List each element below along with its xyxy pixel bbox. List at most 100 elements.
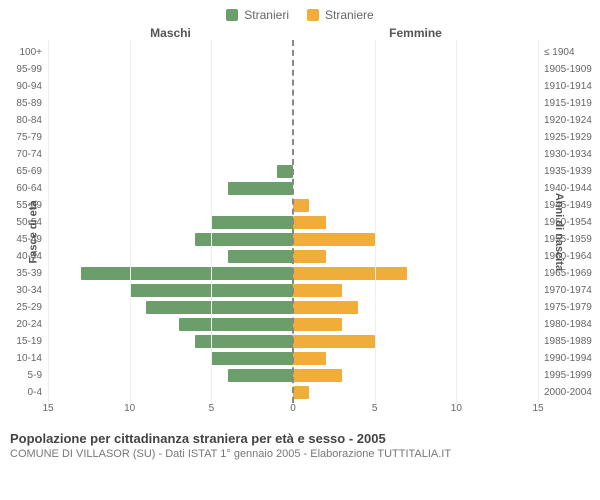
birth-label: 1970-1974: [538, 285, 600, 296]
female-side: [293, 44, 538, 61]
female-side: [293, 78, 538, 95]
female-bar: [293, 233, 375, 246]
female-side: [293, 112, 538, 129]
pyramid-row: 80-841920-1924: [0, 112, 600, 129]
age-label: 40-44: [0, 251, 48, 262]
age-label: 90-94: [0, 81, 48, 92]
male-side: [48, 350, 293, 367]
female-bar: [293, 335, 375, 348]
male-bar: [195, 335, 293, 348]
pyramid-chart: Fasce di età Anni di nascita 100+≤ 19049…: [0, 40, 600, 423]
female-side: [293, 299, 538, 316]
pyramid-row: 10-141990-1994: [0, 350, 600, 367]
female-side: [293, 214, 538, 231]
male-bar: [211, 352, 293, 365]
male-bar: [228, 369, 293, 382]
legend-item-female: Straniere: [307, 8, 374, 22]
male-bar: [195, 233, 293, 246]
age-label: 70-74: [0, 149, 48, 160]
birth-label: 1940-1944: [538, 183, 600, 194]
birth-label: 1905-1909: [538, 64, 600, 75]
column-title-female: Femmine: [293, 26, 538, 40]
legend: Stranieri Straniere: [0, 0, 600, 26]
age-label: 65-69: [0, 166, 48, 177]
pyramid-row: 95-99 1905-1909: [0, 61, 600, 78]
pyramid-row: 35-391965-1969: [0, 265, 600, 282]
male-side: [48, 214, 293, 231]
male-side: [48, 112, 293, 129]
legend-swatch-male: [226, 9, 238, 21]
female-bar: [293, 301, 358, 314]
pyramid-row: 30-34 1970-1974: [0, 282, 600, 299]
female-bar: [293, 199, 309, 212]
female-side: [293, 367, 538, 384]
female-side: [293, 180, 538, 197]
male-side: [48, 78, 293, 95]
age-label: 95-99: [0, 64, 48, 75]
male-bar: [81, 267, 293, 280]
age-label: 30-34: [0, 285, 48, 296]
birth-label: 1950-1954: [538, 217, 600, 228]
birth-label: 1980-1984: [538, 319, 600, 330]
female-bar: [293, 386, 309, 399]
female-side: [293, 248, 538, 265]
pyramid-row: 40-44 1960-1964: [0, 248, 600, 265]
male-side: [48, 163, 293, 180]
pyramid-row: 15-191985-1989: [0, 333, 600, 350]
legend-swatch-female: [307, 9, 319, 21]
female-side: [293, 350, 538, 367]
male-side: [48, 384, 293, 401]
birth-label: 1910-1914: [538, 81, 600, 92]
pyramid-row: 45-491955-1959: [0, 231, 600, 248]
female-side: [293, 197, 538, 214]
age-label: 85-89: [0, 98, 48, 109]
birth-label: 1920-1924: [538, 115, 600, 126]
legend-label-male: Stranieri: [244, 8, 289, 22]
female-bar: [293, 250, 326, 263]
age-label: 5-9: [0, 370, 48, 381]
female-bar: [293, 369, 342, 382]
age-label: 100+: [0, 47, 48, 58]
male-bar: [179, 318, 293, 331]
legend-label-female: Straniere: [325, 8, 374, 22]
male-side: [48, 146, 293, 163]
male-side: [48, 44, 293, 61]
age-label: 15-19: [0, 336, 48, 347]
female-side: [293, 384, 538, 401]
footer: Popolazione per cittadinanza straniera p…: [0, 423, 600, 460]
male-side: [48, 316, 293, 333]
birth-label: 1965-1969: [538, 268, 600, 279]
male-side: [48, 367, 293, 384]
age-label: 55-59: [0, 200, 48, 211]
pyramid-row: 60-641940-1944: [0, 180, 600, 197]
male-side: [48, 299, 293, 316]
center-axis: [292, 40, 294, 403]
age-label: 10-14: [0, 353, 48, 364]
male-side: [48, 333, 293, 350]
birth-label: 1995-1999: [538, 370, 600, 381]
pyramid-row: 70-741930-1934: [0, 146, 600, 163]
female-bar: [293, 318, 342, 331]
age-label: 75-79: [0, 132, 48, 143]
age-label: 45-49: [0, 234, 48, 245]
birth-label: 1960-1964: [538, 251, 600, 262]
male-side: [48, 95, 293, 112]
y-axis-right-title: Anni di nascita: [553, 192, 565, 270]
male-side: [48, 265, 293, 282]
column-title-male: Maschi: [48, 26, 293, 40]
pyramid-row: 65-691935-1939: [0, 163, 600, 180]
male-side: [48, 180, 293, 197]
pyramid-row: 20-241980-1984: [0, 316, 600, 333]
female-bar: [293, 216, 326, 229]
birth-label: 1925-1929: [538, 132, 600, 143]
male-side: [48, 129, 293, 146]
birth-label: ≤ 1904: [538, 47, 600, 58]
female-bar: [293, 267, 407, 280]
birth-label: 2000-2004: [538, 387, 600, 398]
male-bar: [277, 165, 293, 178]
column-headers: Maschi Femmine: [0, 26, 600, 40]
age-label: 25-29: [0, 302, 48, 313]
pyramid-row: 0-42000-2004: [0, 384, 600, 401]
female-side: [293, 129, 538, 146]
pyramid-row: 90-94 1910-1914: [0, 78, 600, 95]
